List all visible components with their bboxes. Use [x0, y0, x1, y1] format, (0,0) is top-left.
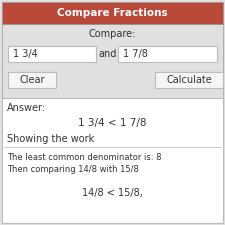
- Text: The least common denominator is: 8: The least common denominator is: 8: [7, 153, 162, 162]
- Text: Compare Fractions: Compare Fractions: [57, 8, 168, 18]
- FancyBboxPatch shape: [2, 2, 223, 24]
- FancyBboxPatch shape: [2, 98, 223, 223]
- FancyBboxPatch shape: [8, 46, 96, 62]
- Text: 1 3/4: 1 3/4: [13, 49, 38, 59]
- Text: Clear: Clear: [19, 75, 45, 85]
- Text: Then comparing 14/8 with 15/8: Then comparing 14/8 with 15/8: [7, 166, 139, 175]
- Text: 1 3/4 < 1 7/8: 1 3/4 < 1 7/8: [78, 118, 147, 128]
- Text: Answer:: Answer:: [7, 103, 46, 113]
- Text: 14/8 < 15/8,: 14/8 < 15/8,: [82, 188, 143, 198]
- FancyBboxPatch shape: [2, 24, 223, 124]
- Text: Showing the work: Showing the work: [7, 134, 94, 144]
- FancyBboxPatch shape: [118, 46, 217, 62]
- Text: 1 7/8: 1 7/8: [123, 49, 148, 59]
- Text: Calculate: Calculate: [166, 75, 212, 85]
- FancyBboxPatch shape: [8, 72, 56, 88]
- Text: Compare:: Compare:: [88, 29, 136, 39]
- FancyBboxPatch shape: [155, 72, 223, 88]
- Text: and: and: [99, 49, 117, 59]
